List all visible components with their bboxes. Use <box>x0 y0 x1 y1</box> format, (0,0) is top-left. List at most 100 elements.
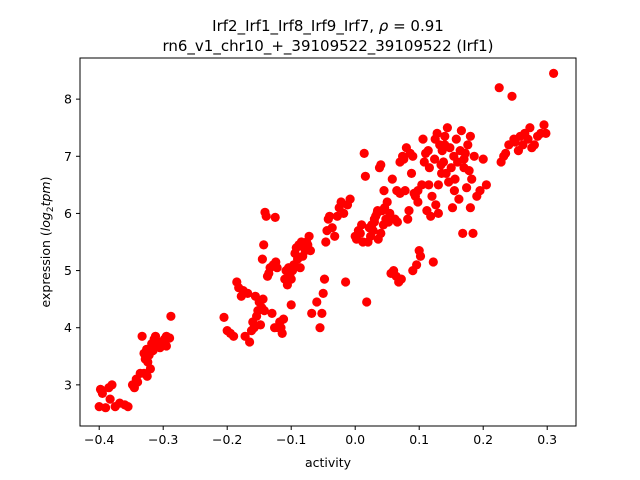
data-point <box>430 154 440 164</box>
data-point <box>426 211 436 221</box>
data-point <box>166 311 176 321</box>
data-point <box>437 168 447 178</box>
data-point <box>267 308 277 318</box>
data-point <box>165 333 175 343</box>
data-point <box>525 123 535 133</box>
data-point <box>105 394 115 404</box>
y-tick-label: 3 <box>64 377 72 392</box>
data-point <box>101 403 111 413</box>
data-point <box>449 186 459 196</box>
data-point <box>523 134 533 144</box>
data-point <box>423 146 433 156</box>
x-axis-ticks: −0.4 −0.3 −0.2 −0.1 0.0 0.1 0.2 0.3 <box>84 426 557 447</box>
data-point <box>438 157 449 167</box>
data-point <box>507 91 517 101</box>
data-point <box>541 128 551 138</box>
x-tick-label: −0.2 <box>212 432 242 447</box>
data-point <box>317 308 327 318</box>
y-tick-label: 6 <box>64 206 72 221</box>
data-point <box>451 134 461 144</box>
data-point <box>440 131 450 141</box>
data-point <box>447 203 458 213</box>
data-point <box>345 194 355 204</box>
data-point <box>360 171 370 181</box>
data-point <box>143 357 153 367</box>
data-point <box>368 226 378 236</box>
y-tick-label: 7 <box>64 149 72 164</box>
data-point <box>478 154 488 164</box>
data-point <box>359 148 369 158</box>
data-point <box>261 211 271 221</box>
data-point <box>408 151 418 161</box>
data-point <box>446 163 456 173</box>
x-tick-label: −0.1 <box>276 432 306 447</box>
data-point <box>403 214 413 224</box>
data-point <box>415 251 426 261</box>
data-point <box>462 183 472 193</box>
data-point <box>123 402 133 412</box>
data-point <box>255 320 266 330</box>
data-point <box>379 186 389 196</box>
y-tick-label: 4 <box>64 320 72 335</box>
data-point <box>277 328 287 338</box>
data-point <box>460 148 470 158</box>
data-point <box>469 151 479 161</box>
data-point <box>257 254 267 264</box>
data-point <box>107 380 117 390</box>
data-point <box>413 186 423 196</box>
data-point <box>318 288 328 298</box>
data-point <box>431 200 441 210</box>
data-point <box>270 212 280 222</box>
data-point <box>369 217 379 227</box>
data-point <box>330 231 340 241</box>
data-point <box>450 174 460 184</box>
data-point <box>321 237 331 247</box>
x-tick-label: 0.3 <box>537 432 557 447</box>
x-axis-label: activity <box>305 455 352 470</box>
data-point <box>454 194 464 204</box>
data-point <box>481 180 491 190</box>
data-point <box>395 188 405 198</box>
data-point <box>463 140 473 150</box>
data-point <box>404 206 414 216</box>
data-point <box>424 163 434 173</box>
data-point <box>465 203 475 213</box>
data-point <box>325 211 335 221</box>
data-point <box>142 371 152 381</box>
y-axis-label: expression (log2tpm) <box>38 177 56 308</box>
data-point <box>219 312 229 322</box>
x-tick-label: 0.0 <box>345 432 365 447</box>
data-point <box>304 231 314 241</box>
data-point <box>137 331 147 341</box>
data-point <box>430 134 440 144</box>
data-point <box>286 300 296 310</box>
data-point <box>327 223 337 233</box>
data-point <box>424 180 434 190</box>
data-point <box>258 294 268 304</box>
data-point <box>433 208 443 218</box>
data-point <box>341 277 351 287</box>
x-tick-label: 0.2 <box>473 432 493 447</box>
x-tick-label: −0.3 <box>148 432 178 447</box>
data-point <box>295 263 305 273</box>
data-point <box>259 240 269 250</box>
data-point <box>428 257 438 267</box>
data-point <box>229 331 239 341</box>
data-point <box>305 246 315 256</box>
data-point <box>440 140 450 150</box>
plot-frame <box>79 57 577 427</box>
data-point <box>433 180 443 190</box>
data-point <box>357 220 367 230</box>
data-point <box>145 364 155 374</box>
data-point <box>501 148 511 158</box>
data-point <box>376 160 386 170</box>
data-point <box>549 68 559 78</box>
chart-title-line1: Irf2_Irf1_Irf8_Irf9_Irf7, ρ = 0.91 <box>212 17 444 36</box>
data-point <box>133 377 143 387</box>
data-point <box>97 388 107 398</box>
data-point <box>161 341 171 351</box>
data-point <box>362 297 372 307</box>
data-point <box>387 174 397 184</box>
data-point <box>373 206 383 216</box>
